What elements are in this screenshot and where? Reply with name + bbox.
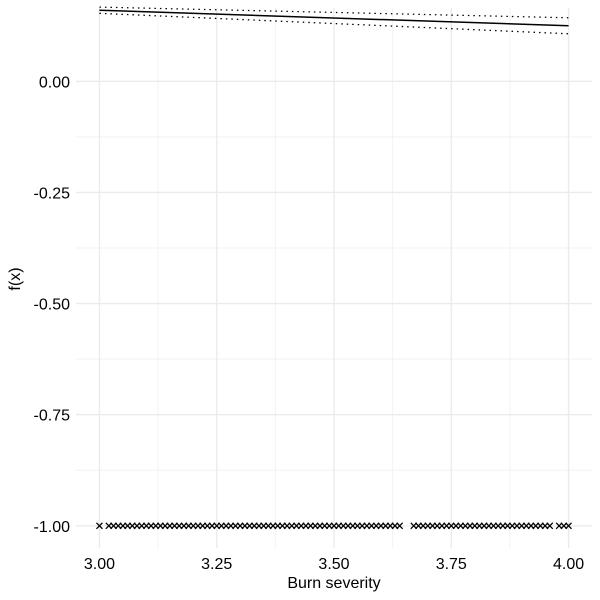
- x-tick-label: 3.25: [201, 556, 232, 573]
- rug-point: [546, 522, 554, 530]
- x-tick-labels: 3.00 3.25 3.50 3.75 4.00: [84, 556, 584, 573]
- grid-major: [76, 8, 592, 548]
- y-tick-label: -0.25: [34, 185, 71, 202]
- x-tick-label: 3.75: [436, 556, 467, 573]
- x-tick-label: 3.00: [84, 556, 115, 573]
- rug-point: [396, 522, 404, 530]
- y-axis-title: f(x): [7, 267, 24, 290]
- y-tick-labels: 0.00 -0.25 -0.50 -0.75 -1.00: [34, 74, 71, 535]
- x-axis-title: Burn severity: [287, 575, 380, 592]
- rug-point: [95, 522, 103, 530]
- confidence-band-line: [99, 12, 569, 35]
- fit-line: [99, 9, 569, 27]
- x-tick-label: 4.00: [553, 556, 584, 573]
- series-layer: [99, 6, 569, 35]
- rug-layer: [95, 522, 573, 530]
- y-tick-label: -1.00: [34, 519, 71, 536]
- y-tick-label: -0.50: [34, 297, 71, 314]
- x-tick-label: 3.50: [318, 556, 349, 573]
- y-tick-label: -0.75: [34, 408, 71, 425]
- y-tick-label: 0.00: [39, 74, 70, 91]
- confidence-band-line: [99, 6, 569, 19]
- rug-point: [565, 522, 573, 530]
